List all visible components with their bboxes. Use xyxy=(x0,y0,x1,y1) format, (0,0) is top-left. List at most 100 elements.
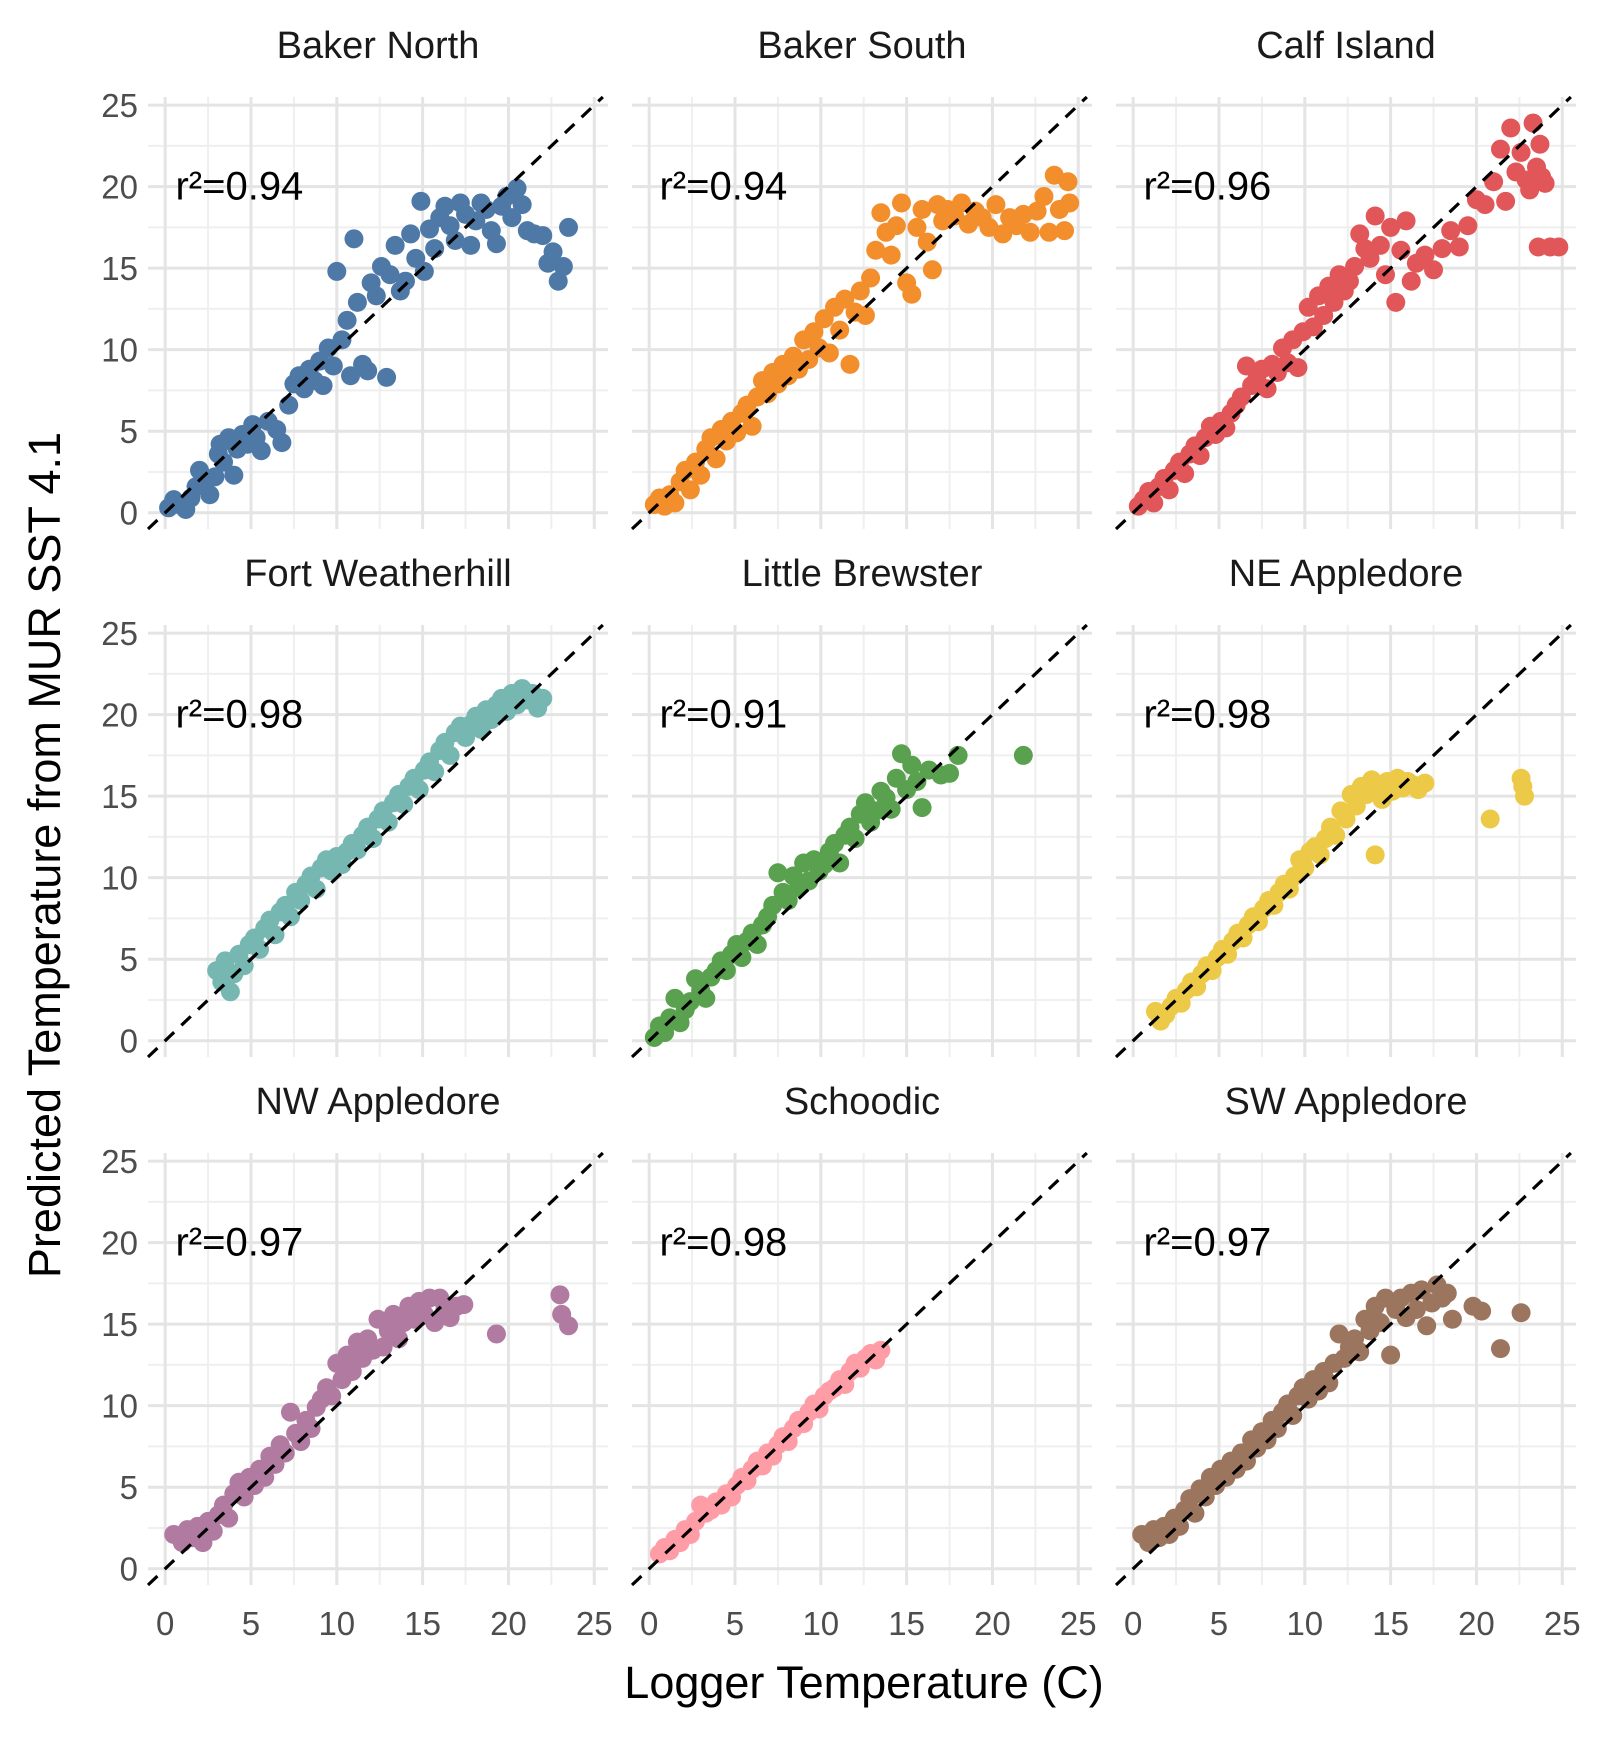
y-tick-label: 0 xyxy=(120,495,138,532)
data-point xyxy=(1549,237,1569,257)
data-point xyxy=(1365,845,1385,865)
data-point xyxy=(861,268,881,288)
data-point xyxy=(845,829,865,849)
data-point xyxy=(763,895,783,915)
data-point xyxy=(993,224,1013,244)
x-tick-label: 5 xyxy=(242,1605,260,1642)
data-point xyxy=(840,354,860,374)
data-point xyxy=(512,195,532,215)
data-point xyxy=(385,235,405,255)
r-squared-label: r²=0.98 xyxy=(1143,693,1271,737)
x-tick-label: 10 xyxy=(1286,1605,1323,1642)
facet-title: Calf Island xyxy=(1256,25,1436,67)
y-tick-label: 5 xyxy=(120,1469,138,1506)
x-tick-label: 0 xyxy=(1124,1605,1142,1642)
data-point xyxy=(866,240,886,260)
y-tick-label: 15 xyxy=(101,778,138,815)
data-point xyxy=(533,226,553,246)
data-point xyxy=(341,366,361,386)
data-point xyxy=(902,284,922,304)
x-tick-label: 5 xyxy=(726,1605,744,1642)
data-point xyxy=(1020,222,1040,242)
data-point xyxy=(1472,1301,1492,1321)
scatter-points xyxy=(1132,1275,1531,1553)
facet-panel: Little Brewster r²=0.91 xyxy=(630,553,1092,1059)
scatter-points xyxy=(644,165,1080,516)
data-point xyxy=(486,234,506,254)
data-point xyxy=(1370,235,1390,255)
facet-title: SW Appledore xyxy=(1225,1081,1468,1123)
data-point xyxy=(1520,180,1540,200)
data-point xyxy=(747,935,767,955)
data-point xyxy=(445,230,465,250)
y-tick-label: 20 xyxy=(101,169,138,206)
data-point xyxy=(200,485,220,505)
y-tick-label: 10 xyxy=(101,1388,138,1425)
data-point xyxy=(395,271,415,291)
facet-panel: Calf Island r²=0.96 xyxy=(1114,25,1576,531)
data-point xyxy=(912,798,932,818)
data-point xyxy=(1339,271,1359,291)
data-point xyxy=(922,260,942,280)
x-tick-label: 0 xyxy=(640,1605,658,1642)
one-to-one-reference-line xyxy=(630,623,1088,1059)
data-point xyxy=(655,1023,675,1043)
data-point xyxy=(912,199,932,219)
data-point xyxy=(1437,1283,1457,1303)
data-point xyxy=(347,292,367,312)
data-point xyxy=(665,493,685,513)
data-point xyxy=(1034,186,1054,206)
scatter-points xyxy=(207,679,553,1002)
one-to-one-reference-line xyxy=(1114,95,1572,531)
data-point xyxy=(323,356,343,376)
y-tick-label: 20 xyxy=(101,697,138,734)
data-point xyxy=(1144,493,1164,513)
data-point xyxy=(363,829,383,849)
facet-panel: Baker North 0 5 10 15 20 25 r²=0.94 xyxy=(101,25,608,532)
data-point xyxy=(401,224,421,244)
data-point xyxy=(280,1402,300,1422)
data-point xyxy=(502,208,522,228)
data-point xyxy=(280,907,300,927)
r-squared-label: r²=0.91 xyxy=(659,693,787,737)
facet-panel: Schoodic 0 5 10 15 20 25 r²=0.98 xyxy=(630,1081,1097,1642)
data-point xyxy=(850,281,870,301)
data-point xyxy=(1190,446,1210,466)
data-point xyxy=(409,780,429,800)
data-point xyxy=(1442,1309,1462,1329)
data-point xyxy=(917,232,937,252)
y-tick-label: 0 xyxy=(120,1551,138,1588)
data-point xyxy=(1386,292,1406,312)
x-tick-label: 25 xyxy=(1544,1605,1581,1642)
data-point xyxy=(871,203,891,223)
data-point xyxy=(203,1521,223,1541)
data-point xyxy=(481,710,501,730)
x-tick-label: 15 xyxy=(404,1605,441,1642)
facet-panel: SW Appledore 0 5 10 15 20 25 r²=0.97 xyxy=(1114,1081,1581,1642)
x-tick-label: 10 xyxy=(318,1605,355,1642)
data-point xyxy=(373,1337,393,1357)
data-point xyxy=(559,217,579,237)
data-point xyxy=(1480,809,1500,829)
y-tick-label: 10 xyxy=(101,332,138,369)
x-tick-label: 5 xyxy=(1210,1605,1228,1642)
data-point xyxy=(533,688,553,708)
data-point xyxy=(378,812,398,832)
data-point xyxy=(881,245,901,265)
data-point xyxy=(1185,1503,1205,1523)
scatter-points xyxy=(164,1285,579,1553)
facet-title: Baker South xyxy=(757,25,966,67)
data-point xyxy=(425,1313,445,1333)
data-point xyxy=(337,1345,357,1365)
data-point xyxy=(1401,271,1421,291)
data-point xyxy=(1475,195,1495,215)
one-to-one-reference-line xyxy=(630,95,1088,531)
data-point xyxy=(279,395,299,415)
data-point xyxy=(322,1386,342,1406)
y-tick-label: 10 xyxy=(101,860,138,897)
data-point xyxy=(327,261,347,281)
facet-title: Schoodic xyxy=(784,1081,940,1123)
facet-title: NE Appledore xyxy=(1229,553,1464,595)
